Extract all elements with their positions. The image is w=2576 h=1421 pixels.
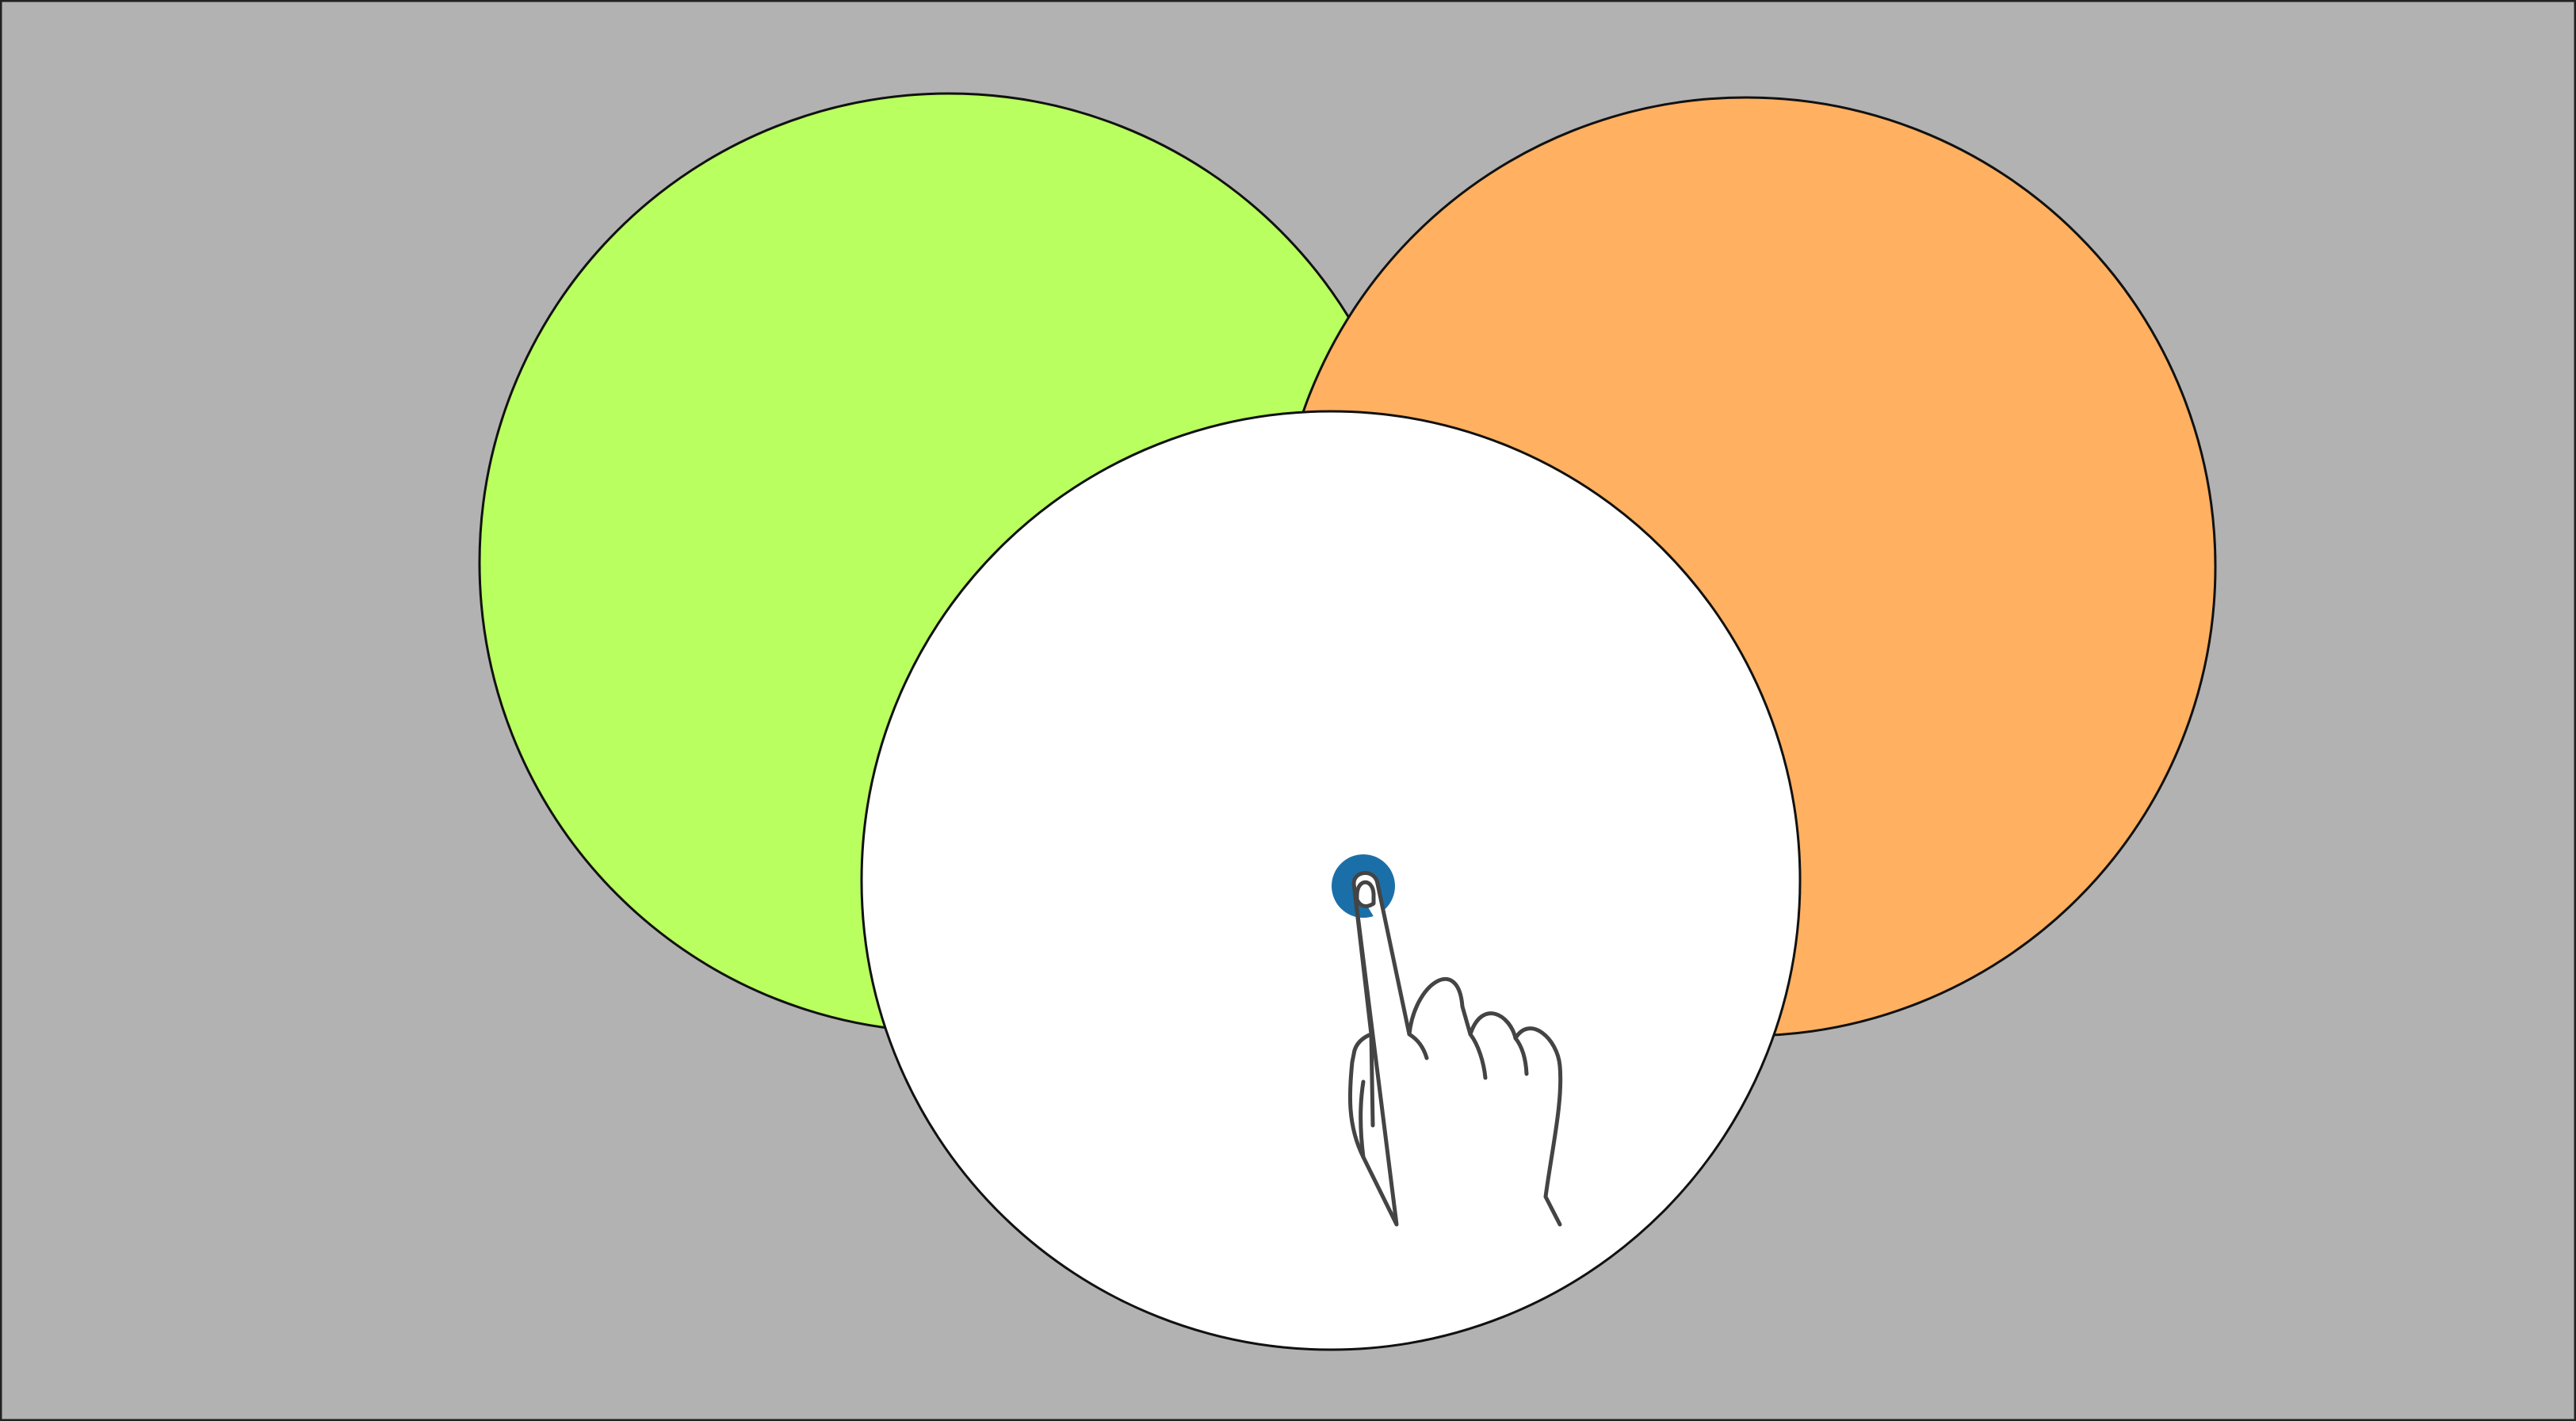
white-circle[interactable] xyxy=(860,410,1802,1351)
tap-gesture-icon xyxy=(1332,854,1563,1227)
pointing-hand-icon xyxy=(1347,871,1563,1227)
